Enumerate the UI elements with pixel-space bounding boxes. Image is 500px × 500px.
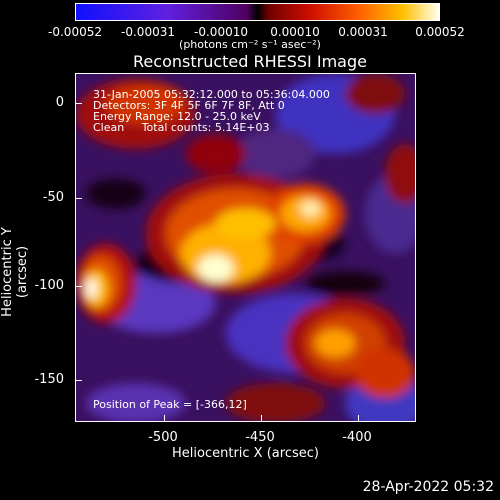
plot-title: Reconstructed RHESSI Image xyxy=(133,52,367,71)
colorbar-tick-label: 0.00031 xyxy=(338,25,388,39)
y-tick-label: -50 xyxy=(42,190,64,205)
colorbar-tick-label: 0.00010 xyxy=(270,25,320,39)
x-axis-label: Heliocentric X (arcsec) xyxy=(172,446,319,461)
y-tick-label: 0 xyxy=(55,95,64,110)
time-range-text: 31-Jan-2005 05:32:12.000 to 05:36:04.000 xyxy=(93,88,330,101)
y-axis-label: Heliocentric Y (arcsec) xyxy=(0,227,30,317)
detectors-text: Detectors: 3F 4F 5F 6F 7F 8F, Att 0 xyxy=(93,99,285,112)
energy-range-text: Energy Range: 12.0 - 25.0 keV xyxy=(93,110,261,123)
timestamp-footer: 28-Apr-2022 05:32 xyxy=(362,479,494,495)
colorbar-tick-label: -0.00052 xyxy=(48,25,102,39)
x-tick-label: -400 xyxy=(342,430,372,445)
x-tick-label: -500 xyxy=(148,430,178,445)
peak-position-text: Position of Peak = [-366,12] xyxy=(93,398,247,411)
colorbar-tick-label: 0.00052 xyxy=(415,25,465,39)
colorbar xyxy=(75,3,440,21)
colorbar-units: (photons cm⁻² s⁻¹ asec⁻²) xyxy=(179,38,321,51)
y-tick-label: -100 xyxy=(34,278,64,293)
colorbar-tick-label: -0.00031 xyxy=(121,25,175,39)
rhessi-image-plot: 31-Jan-2005 05:32:12.000 to 05:36:04.000… xyxy=(75,73,416,422)
x-tick-label: -450 xyxy=(245,430,275,445)
colorbar-tick-label: -0.00010 xyxy=(194,25,248,39)
y-tick-label: -150 xyxy=(34,372,64,387)
clean-counts-text: Clean Total counts: 5.14E+03 xyxy=(93,121,270,134)
heatmap xyxy=(76,74,415,421)
